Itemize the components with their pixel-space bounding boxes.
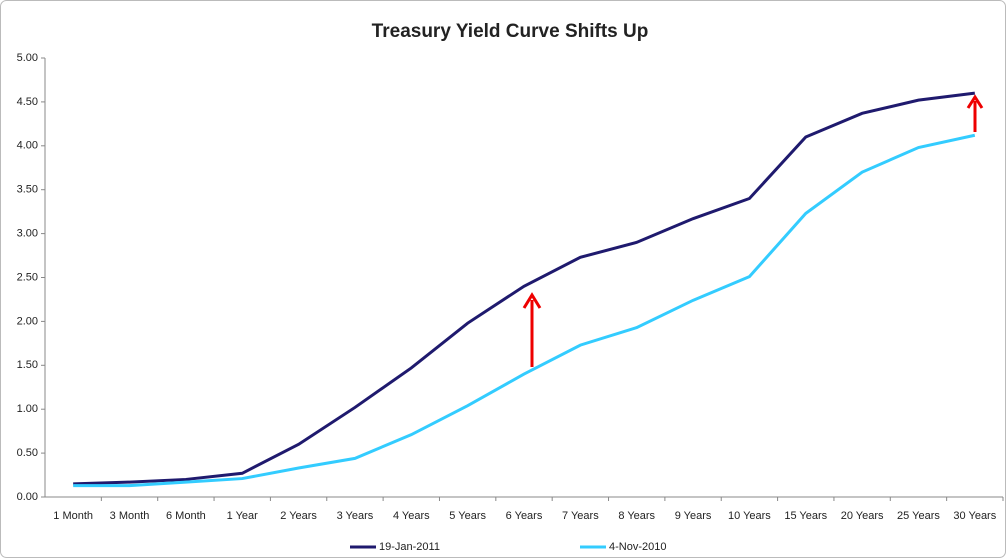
- y-tick-label: 1.00: [17, 403, 38, 415]
- x-tick-label: 1 Year: [227, 510, 259, 522]
- chart-title: Treasury Yield Curve Shifts Up: [372, 21, 649, 42]
- x-tick-label: 2 Years: [280, 510, 317, 522]
- arrows: [522, 94, 984, 367]
- x-tick-label: 7 Years: [562, 510, 599, 522]
- x-tick-label: 6 Years: [506, 510, 543, 522]
- x-tick-label: 1 Month: [53, 510, 93, 522]
- x-tick-label: 9 Years: [675, 510, 712, 522]
- y-tick-label: 1.50: [17, 359, 38, 371]
- x-tick-label: 3 Month: [110, 510, 150, 522]
- line-series: [73, 133, 976, 488]
- x-tick-label: 5 Years: [449, 510, 486, 522]
- arrow-head: [522, 292, 542, 309]
- y-tick-label: 0.50: [17, 447, 38, 459]
- y-tick-label: 4.00: [17, 140, 38, 152]
- x-tick-label: 15 Years: [784, 510, 827, 522]
- y-tick-label: 2.50: [17, 271, 38, 283]
- arrow-head: [966, 94, 984, 109]
- y-tick-label: 4.50: [17, 96, 38, 108]
- legend-label: 19-Jan-2011: [379, 541, 440, 553]
- x-tick-label: 10 Years: [728, 510, 771, 522]
- x-tick-label: 25 Years: [897, 510, 940, 522]
- x-tick-label: 3 Years: [337, 510, 374, 522]
- x-tick-label: 30 Years: [953, 510, 996, 522]
- y-tick-label: 3.00: [17, 228, 38, 240]
- x-tick-label: 4 Years: [393, 510, 430, 522]
- legend-label: 4-Nov-2010: [609, 541, 666, 553]
- y-tick-label: 0.00: [17, 491, 38, 503]
- y-tick-label: 3.50: [17, 184, 38, 196]
- x-tick-label: 8 Years: [618, 510, 655, 522]
- y-tick-label: 2.00: [17, 315, 38, 327]
- x-tick-label: 6 Month: [166, 510, 206, 522]
- x-tick-label: 20 Years: [841, 510, 884, 522]
- y-tick-label: 5.00: [17, 52, 38, 64]
- line-series: [73, 91, 976, 486]
